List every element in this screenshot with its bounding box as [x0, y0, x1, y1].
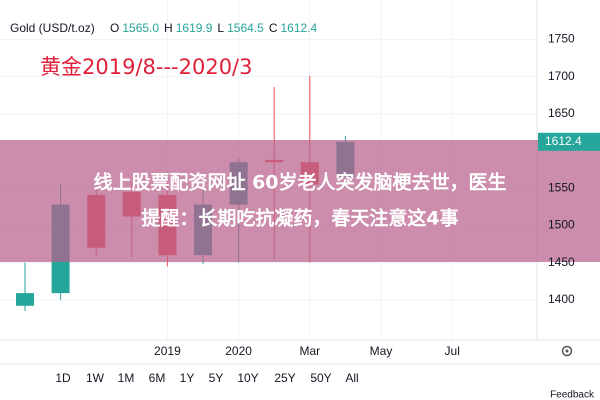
range-button[interactable]: All: [345, 371, 358, 385]
settings-icon[interactable]: [561, 345, 573, 357]
feedback-link[interactable]: Feedback: [550, 390, 595, 400]
range-button[interactable]: 5Y: [209, 371, 224, 385]
range-button[interactable]: 50Y: [310, 371, 331, 385]
y-tick-label: 1500: [548, 218, 575, 232]
banner-text[interactable]: 提醒：长期吃抗凝药，春天注意这4事: [141, 207, 458, 230]
ohlc-value: 1612.4: [280, 21, 317, 35]
y-tick-label: 1450: [548, 255, 575, 269]
range-button[interactable]: 25Y: [274, 371, 295, 385]
ohlc-key: L: [217, 21, 224, 35]
x-tick-label: Jul: [445, 344, 460, 358]
x-tick-label: 2020: [225, 344, 252, 358]
range-button[interactable]: 10Y: [237, 371, 258, 385]
x-tick-label: Mar: [299, 344, 320, 358]
ohlc-key: O: [110, 21, 119, 35]
last-price-label: 1612.4: [545, 134, 582, 148]
chart-title: 黄金2019/8---2020/3: [40, 55, 253, 79]
ohlc-value: 1564.5: [227, 21, 264, 35]
y-tick-label: 1650: [548, 106, 575, 120]
last-price-tag: [538, 132, 600, 151]
candle-body: [16, 293, 34, 306]
y-tick-label: 1400: [548, 292, 575, 306]
ohlc-value: 1619.9: [176, 21, 213, 35]
y-tick-label: 1750: [548, 32, 575, 46]
range-button[interactable]: 1M: [118, 371, 135, 385]
symbol: Gold (USD/t.oz): [10, 21, 95, 35]
range-button[interactable]: 1W: [86, 371, 105, 385]
ohlc-key: H: [164, 21, 173, 35]
y-tick-label: 1700: [548, 69, 575, 83]
range-button[interactable]: 6M: [149, 371, 166, 385]
x-tick-label: 2019: [154, 344, 181, 358]
ad-banner[interactable]: [0, 140, 600, 262]
y-tick-label: 1550: [548, 180, 575, 194]
x-tick-label: May: [370, 344, 393, 358]
range-button[interactable]: 1Y: [180, 371, 195, 385]
range-button[interactable]: 1D: [55, 371, 71, 385]
ohlc-value: 1565.0: [122, 21, 159, 35]
banner-text[interactable]: 线上股票配资网址 60岁老人突发脑梗去世，医生: [93, 171, 506, 194]
ohlc-key: C: [269, 21, 278, 35]
